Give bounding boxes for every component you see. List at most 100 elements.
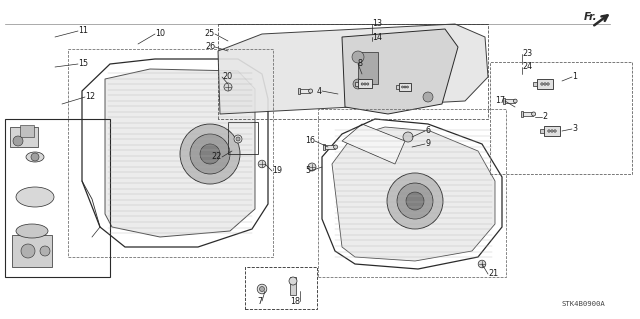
Circle shape bbox=[352, 51, 364, 63]
Bar bbox=[544, 126, 560, 136]
Circle shape bbox=[31, 153, 39, 161]
Polygon shape bbox=[332, 127, 495, 261]
Bar bbox=[399, 83, 412, 91]
Bar bbox=[10, 127, 38, 147]
Circle shape bbox=[361, 83, 364, 85]
Text: 25: 25 bbox=[205, 29, 215, 39]
Bar bbox=[490, 62, 632, 174]
Circle shape bbox=[532, 112, 536, 116]
Circle shape bbox=[333, 145, 338, 149]
Circle shape bbox=[257, 284, 267, 294]
Circle shape bbox=[180, 124, 240, 184]
Circle shape bbox=[21, 244, 35, 258]
Text: 9: 9 bbox=[425, 139, 430, 149]
Text: 7: 7 bbox=[257, 296, 262, 306]
Circle shape bbox=[478, 260, 486, 268]
Circle shape bbox=[423, 92, 433, 102]
Bar bbox=[298, 88, 300, 94]
Circle shape bbox=[236, 137, 240, 141]
Bar bbox=[290, 277, 296, 295]
Bar bbox=[12, 235, 52, 267]
Text: 22: 22 bbox=[212, 152, 222, 161]
Circle shape bbox=[541, 83, 543, 85]
Text: 2: 2 bbox=[542, 113, 547, 122]
Polygon shape bbox=[105, 69, 255, 237]
Circle shape bbox=[403, 132, 413, 142]
Circle shape bbox=[406, 86, 408, 88]
Text: 21: 21 bbox=[488, 270, 498, 278]
Circle shape bbox=[548, 130, 550, 132]
Bar bbox=[68, 49, 273, 257]
Circle shape bbox=[234, 135, 242, 143]
Bar bbox=[228, 122, 258, 154]
Text: 20: 20 bbox=[222, 72, 232, 81]
Circle shape bbox=[387, 173, 443, 229]
Text: 18: 18 bbox=[290, 296, 300, 306]
Text: 4: 4 bbox=[317, 86, 322, 95]
Circle shape bbox=[406, 192, 424, 210]
Ellipse shape bbox=[16, 187, 54, 207]
Text: 26: 26 bbox=[205, 42, 215, 51]
Text: 19: 19 bbox=[272, 167, 282, 175]
Text: 11: 11 bbox=[78, 26, 88, 35]
Circle shape bbox=[544, 83, 546, 85]
Text: 16: 16 bbox=[305, 137, 315, 145]
Bar bbox=[521, 111, 523, 117]
Circle shape bbox=[397, 183, 433, 219]
Bar bbox=[503, 98, 506, 104]
Text: 5: 5 bbox=[305, 167, 310, 175]
Text: 3: 3 bbox=[572, 124, 577, 133]
Text: 10: 10 bbox=[155, 29, 165, 39]
Circle shape bbox=[200, 144, 220, 164]
Circle shape bbox=[353, 79, 363, 89]
Text: Fr.: Fr. bbox=[584, 12, 598, 22]
Circle shape bbox=[258, 160, 266, 168]
Text: 1: 1 bbox=[572, 72, 577, 81]
Text: 23: 23 bbox=[522, 49, 532, 58]
Text: 17: 17 bbox=[495, 97, 505, 106]
Circle shape bbox=[40, 246, 50, 256]
Circle shape bbox=[13, 136, 23, 146]
Circle shape bbox=[259, 286, 264, 292]
Text: 13: 13 bbox=[372, 19, 382, 28]
Circle shape bbox=[401, 86, 403, 88]
Bar bbox=[323, 144, 325, 150]
Bar bbox=[358, 79, 372, 88]
Bar bbox=[5, 119, 110, 277]
Circle shape bbox=[190, 134, 230, 174]
Ellipse shape bbox=[16, 224, 48, 238]
Text: 14: 14 bbox=[372, 33, 382, 41]
Circle shape bbox=[551, 130, 553, 132]
Bar bbox=[523, 112, 533, 116]
Bar bbox=[318, 109, 506, 277]
Text: 6: 6 bbox=[425, 127, 430, 136]
Bar bbox=[506, 99, 515, 103]
Circle shape bbox=[308, 89, 313, 93]
Circle shape bbox=[308, 163, 316, 171]
Bar bbox=[540, 129, 544, 133]
Text: 2010 Acura RDX Taillight - License Light Diagram: 2010 Acura RDX Taillight - License Light… bbox=[234, 309, 406, 315]
Circle shape bbox=[404, 86, 406, 88]
Circle shape bbox=[513, 99, 517, 103]
Polygon shape bbox=[218, 24, 488, 114]
Circle shape bbox=[554, 130, 556, 132]
Bar bbox=[355, 82, 358, 86]
Text: 24: 24 bbox=[522, 63, 532, 71]
Polygon shape bbox=[342, 29, 458, 114]
Circle shape bbox=[367, 83, 369, 85]
Ellipse shape bbox=[26, 152, 44, 162]
Circle shape bbox=[547, 83, 549, 85]
Bar bbox=[300, 89, 310, 93]
Bar bbox=[325, 145, 335, 149]
Bar bbox=[245, 267, 317, 309]
Text: 12: 12 bbox=[85, 93, 95, 101]
Polygon shape bbox=[342, 124, 405, 164]
Circle shape bbox=[289, 277, 297, 285]
Bar bbox=[358, 52, 378, 84]
Text: STK4B0900A: STK4B0900A bbox=[562, 301, 605, 307]
Text: 15: 15 bbox=[78, 60, 88, 69]
Bar bbox=[534, 82, 538, 86]
Bar bbox=[396, 85, 399, 89]
Bar bbox=[20, 125, 34, 137]
Circle shape bbox=[224, 83, 232, 91]
